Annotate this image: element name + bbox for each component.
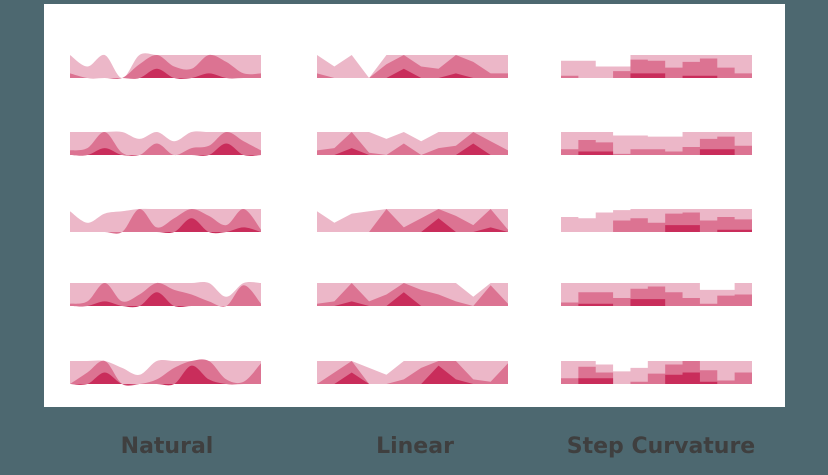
horizon-natural-row-5	[70, 359, 261, 386]
band-2	[70, 131, 261, 156]
horizon-natural-row-4	[70, 281, 261, 308]
horizon-step-row-4	[561, 283, 752, 306]
band-2	[561, 286, 752, 306]
horizon-linear-row-5	[317, 361, 508, 384]
band-3	[317, 292, 508, 306]
horizon-step-row-5	[561, 361, 752, 384]
band-2	[561, 212, 752, 232]
band-2	[70, 208, 261, 234]
band-2	[70, 282, 261, 307]
column-label-linear: Linear	[376, 434, 454, 459]
band-2	[317, 55, 508, 78]
band-3	[70, 143, 261, 156]
band-3	[561, 149, 752, 155]
band-3	[561, 73, 752, 78]
column-label-step: Step Curvature	[566, 434, 756, 459]
horizon-linear-row-1	[317, 55, 508, 78]
horizon-linear-row-4	[317, 283, 508, 306]
band-3	[317, 218, 508, 232]
horizon-linear-row-3	[317, 209, 508, 232]
band-2	[317, 283, 508, 306]
band-3	[561, 299, 752, 306]
chart-panel	[44, 4, 785, 407]
horizon-linear-row-2	[317, 132, 508, 155]
band-3	[317, 68, 508, 78]
band-3	[317, 143, 508, 155]
band-3	[70, 365, 261, 386]
horizon-step-row-3	[561, 209, 752, 232]
band-3	[70, 68, 261, 79]
band-2	[317, 132, 508, 155]
band-3	[70, 292, 261, 308]
horizon-natural-row-2	[70, 131, 261, 156]
band-3	[561, 225, 752, 232]
horizon-natural-row-3	[70, 208, 261, 234]
horizon-step-row-2	[561, 132, 752, 155]
band-2	[317, 209, 508, 232]
band-2	[70, 54, 261, 80]
band-2	[561, 58, 752, 78]
band-2	[317, 361, 508, 384]
column-label-natural: Natural	[120, 434, 214, 459]
horizon-chart-grid	[70, 53, 752, 386]
band-3	[561, 372, 752, 384]
band-3	[70, 218, 261, 234]
band-2	[70, 359, 261, 386]
horizon-natural-row-1	[70, 53, 261, 80]
horizon-step-row-1	[561, 55, 752, 78]
